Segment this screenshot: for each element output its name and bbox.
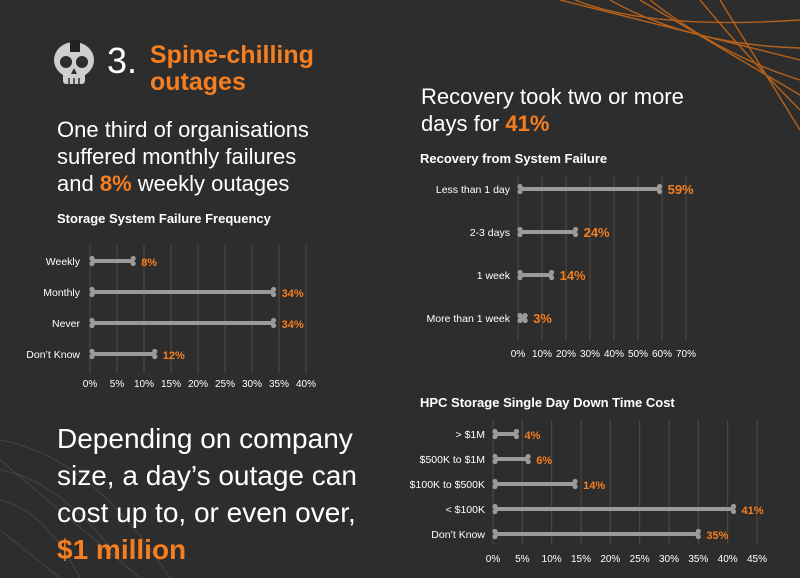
x-tick-label: 5% [515,554,530,565]
headline-failures-pre: and [57,171,100,196]
category-label: Monthly [43,287,81,299]
headline-cost: Depending on company size, a day’s outag… [57,420,367,568]
headline-recovery-highlight: 41% [505,111,550,136]
x-tick-label: 60% [652,349,672,360]
x-tick-label: 10% [532,349,552,360]
category-label: Weekly [46,256,81,268]
value-label: 6% [536,455,552,467]
category-label: Don’t Know [26,349,80,361]
bar [89,286,277,298]
value-label: 4% [524,430,540,442]
bar [492,503,737,515]
value-label: 24% [584,225,610,240]
x-tick-label: 15% [161,379,181,390]
value-label: 34% [282,319,304,331]
value-label: 8% [141,257,157,269]
bar [517,312,528,324]
bar [89,317,277,329]
bar [492,478,578,490]
x-tick-label: 0% [83,379,98,390]
category-label: Less than 1 day [436,184,511,196]
category-label: > $1M [456,429,485,441]
section-title-line1: Spine-chilling [150,41,314,69]
headline-failures-post: weekly outages [131,171,290,196]
value-label: 35% [706,530,728,542]
chart-recovery: 0% 10% 20% 30% 40% 50% 60% 70% Recovery from Sys… [420,151,696,360]
category-label: More than 1 week [427,313,511,325]
chart-failure-frequency: 0% 5% 10% 15% 20% 25% 30% 35% 40% Storage System … [26,211,316,390]
headline-recovery-line1: Recovery took two or more [421,84,684,109]
chart-title: HPC Storage Single Day Down Time Cost [420,395,675,410]
bar [492,528,701,540]
bar [517,269,555,281]
headline-cost-line2: size, a day’s outage can [57,460,357,491]
x-tick-label: 10% [542,554,562,565]
x-tick-label: 25% [630,554,650,565]
x-tick-label: 0% [511,349,526,360]
headline-failures-line1: One third of organisations [57,117,309,142]
category-label: 2-3 days [470,227,510,239]
chart-title: Storage System Failure Frequency [57,211,272,226]
x-tick-label: 35% [688,554,708,565]
category-label: 1 week [477,270,511,282]
headline-failures-line3: and 8% weekly outages [57,170,357,197]
x-tick-label: 30% [580,349,600,360]
category-label: Don’t Know [431,529,485,541]
category-label: < $100K [446,504,485,516]
headline-cost-line1: Depending on company [57,423,353,454]
x-tick-label: 10% [134,379,154,390]
value-label: 41% [742,505,764,517]
bar [517,226,579,238]
category-label: $100K to $500K [410,479,485,491]
value-label: 14% [583,480,605,492]
value-label: 12% [163,350,185,362]
x-tick-label: 35% [269,379,289,390]
headline-cost-highlight: $1 million [57,534,187,565]
section-title-line2: outages [150,68,246,96]
x-tick-label: 20% [556,349,576,360]
bar [89,255,136,267]
bar [492,453,531,465]
headline-failures-highlight: 8% [99,171,132,196]
headline-recovery-line2: days for 41% [421,110,721,137]
headline-failures: One third of organisations suffered mont… [57,116,357,197]
chart-title: Recovery from System Failure [420,151,607,166]
x-tick-label: 40% [604,349,624,360]
headline-failures-line2: suffered monthly failures [57,144,297,169]
bar [492,428,520,440]
x-tick-label: 15% [571,554,591,565]
headline-recovery: Recovery took two or more days for 41% [421,83,721,137]
x-tick-label: 30% [242,379,262,390]
chart-downtime-cost: 0% 5% 10% 15% 20% 25% 30% 35% 40% 45% HPC Storage … [410,395,767,565]
x-tick-label: 20% [600,554,620,565]
value-label: 3% [533,311,552,326]
x-tick-label: 45% [747,554,767,565]
value-label: 14% [560,268,586,283]
x-tick-label: 5% [110,379,125,390]
category-label: Never [52,318,81,330]
category-label: $500K to $1M [420,454,485,466]
value-label: 59% [668,182,694,197]
x-tick-label: 40% [296,379,316,390]
x-tick-label: 40% [718,554,738,565]
x-tick-label: 70% [676,349,696,360]
bar [89,348,158,360]
x-tick-label: 0% [486,554,501,565]
bar [517,183,663,195]
headline-cost-line3: cost up to, or even over, [57,497,356,528]
x-tick-label: 25% [215,379,235,390]
x-tick-label: 20% [188,379,208,390]
value-label: 34% [282,288,304,300]
x-tick-label: 50% [628,349,648,360]
section-number: 3. [107,40,138,81]
skull-icon [54,40,94,84]
x-tick-label: 30% [659,554,679,565]
headline-recovery-pre: days for [421,111,506,136]
section-title: Spine-chilling outages [150,42,370,96]
